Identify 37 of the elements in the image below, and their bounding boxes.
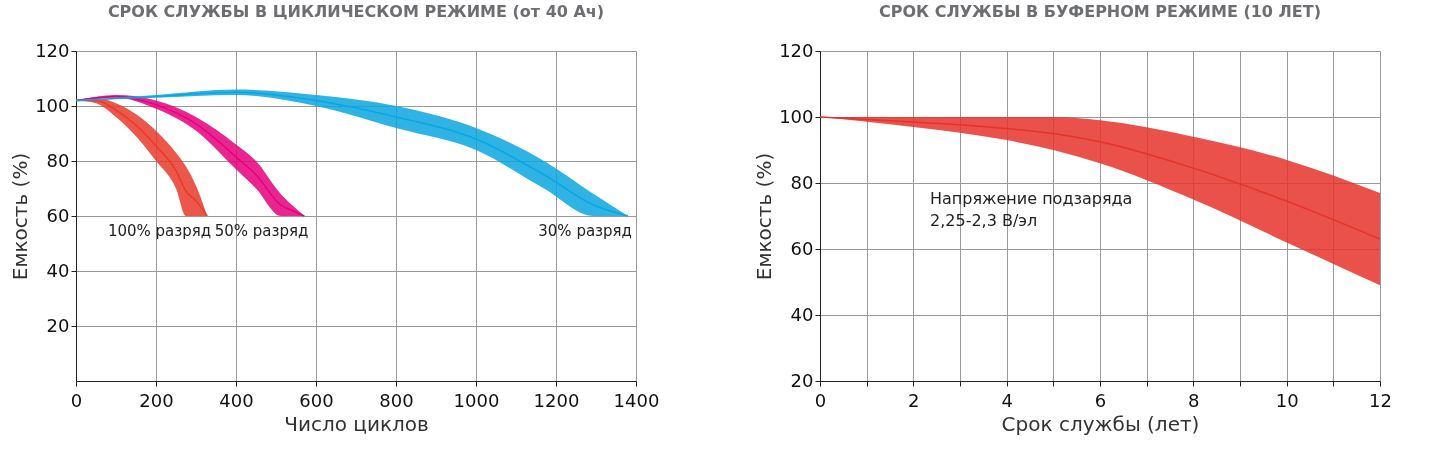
y-tick-label: 60 [46, 204, 70, 226]
x-tick-label: 4 [1001, 389, 1013, 411]
chart-title: СРОК СЛУЖБЫ В БУФЕРНОМ РЕЖИМЕ (10 ЛЕТ) [879, 2, 1321, 21]
series-label: 50% разряд [214, 222, 309, 240]
x-tick-label: 1400 [613, 389, 660, 411]
y-tick-label: 40 [46, 259, 70, 281]
y-tick-label: 80 [46, 149, 70, 171]
y-tick-label: 100 [779, 105, 814, 127]
x-tick-label: 800 [379, 389, 414, 411]
x-tick-label: 200 [139, 389, 174, 411]
x-tick-label: 600 [299, 389, 334, 411]
y-tick-label: 20 [790, 369, 814, 391]
x-tick-label: 6 [1094, 389, 1107, 411]
y-tick-label: 80 [790, 171, 814, 193]
x-axis-title: Срок службы (лет) [1001, 411, 1200, 436]
y-axis-title: Емкость (%) [752, 152, 777, 281]
x-tick-label: 0 [70, 389, 83, 411]
x-tick-label: 10 [1275, 389, 1299, 411]
y-tick-label: 60 [790, 237, 814, 259]
x-tick-label: 0 [814, 389, 827, 411]
chart-title: СРОК СЛУЖБЫ В ЦИКЛИЧЕСКОМ РЕЖИМЕ (от 40 Ач) [107, 2, 605, 21]
y-axis-title: Емкость (%) [8, 152, 33, 281]
series-label: 100% разряд [107, 222, 212, 240]
x-tick-label: 1000 [453, 389, 500, 411]
y-tick-label: 20 [46, 314, 70, 336]
y-tick-label: 100 [35, 94, 70, 116]
x-tick-label: 1200 [533, 389, 580, 411]
annotation: Напряжение подзаряда 2,25-2,3 В/эл [930, 189, 1133, 230]
x-tick-label: 12 [1369, 389, 1392, 411]
series-label: 30% разряд [538, 222, 632, 240]
y-tick-label: 120 [35, 39, 70, 61]
y-tick-label: 120 [779, 39, 814, 61]
x-axis-title: Число циклов [284, 411, 429, 436]
y-tick-label: 40 [790, 303, 814, 325]
x-tick-label: 8 [1188, 389, 1200, 411]
x-tick-label: 2 [908, 389, 920, 411]
x-tick-label: 400 [219, 389, 254, 411]
